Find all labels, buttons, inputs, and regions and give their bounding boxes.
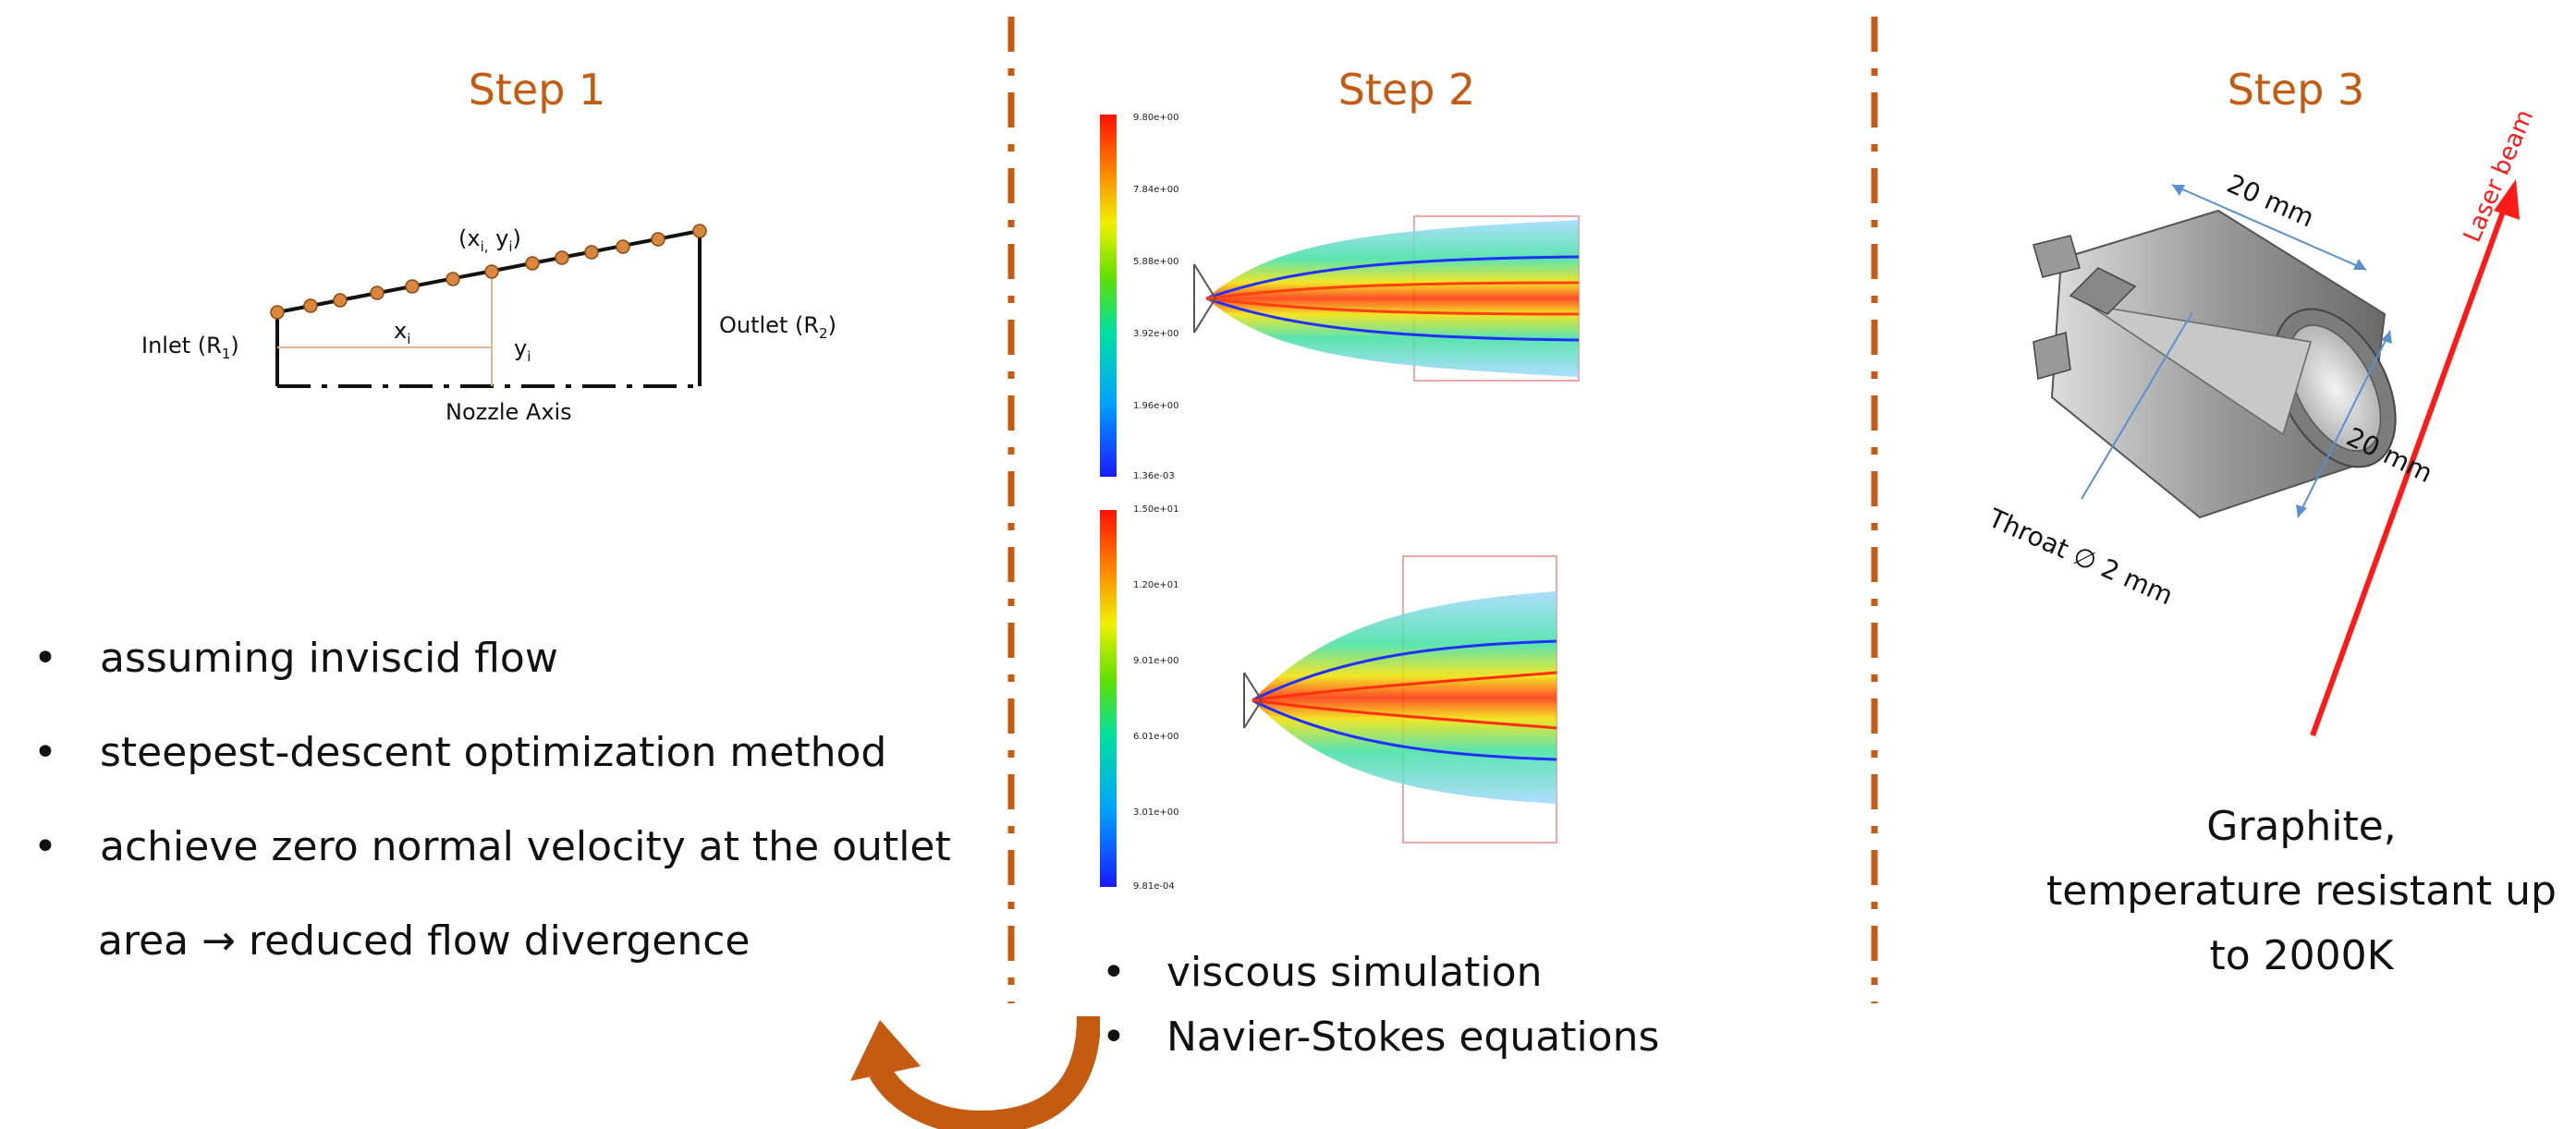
control-point [616, 239, 630, 254]
xi-label: xi [394, 318, 411, 347]
step3-title: Step 3 [2227, 65, 2365, 115]
control-point [303, 298, 318, 313]
step2-bullets: • viscous simulation • Navier-Stokes equat… [1102, 941, 1659, 1070]
colorbar-top [1100, 115, 1117, 477]
divider-right [1871, 17, 1878, 1003]
plume-top [1206, 220, 1579, 377]
laser-beam-arrow-icon [2310, 179, 2520, 737]
material-line: to 2000K [2209, 932, 2394, 979]
control-point [333, 293, 348, 308]
nozzle-axis-label: Nozzle Axis [446, 399, 572, 425]
bullet-item: • viscous simulation [1102, 949, 1543, 996]
iteration-arrow-icon [850, 1015, 1100, 1129]
inlet-label: Inlet (R1) [141, 333, 239, 362]
bullet-item: • achieve zero normal velocity at the out… [33, 823, 951, 870]
bullet-item: • Navier-Stokes equations [1102, 1014, 1660, 1061]
control-point [484, 264, 499, 279]
plume-bottom [1252, 591, 1557, 804]
colorbar-bottom-tick: 9.01e+00 [1133, 656, 1179, 666]
colorbar-top-tick: 9.80e+00 [1133, 113, 1179, 123]
material-line: temperature resistant up [2046, 868, 2557, 915]
control-point [692, 224, 707, 238]
dimension-arrow-top [2171, 184, 2367, 271]
control-point [555, 250, 569, 265]
control-point [270, 305, 285, 320]
step2-title: Step 2 [1337, 65, 1476, 115]
colorbar-bottom-tick: 1.20e+01 [1133, 580, 1179, 590]
step1-title: Step 1 [468, 65, 606, 115]
colorbar-top-tick: 5.88e+00 [1133, 257, 1179, 267]
bullet-item: • assuming inviscid flow [33, 635, 558, 682]
colorbar-bottom-tick: 1.50e+01 [1133, 504, 1179, 515]
yi-label: yi [514, 335, 531, 365]
colorbar-bottom [1100, 510, 1117, 887]
control-point [651, 232, 665, 247]
control-point [584, 245, 599, 260]
throat-pointer [2081, 311, 2193, 500]
nozzle-contour-diagram [270, 224, 707, 388]
simulation-plots [1100, 115, 1580, 887]
colorbar-bottom-tick: 9.81e-04 [1133, 881, 1175, 892]
colorbar-top-tick: 3.92e+00 [1133, 329, 1179, 339]
control-point [525, 256, 540, 271]
colorbar-bottom-tick: 3.01e+00 [1133, 807, 1179, 818]
step1-bullets: • assuming inviscid flow • steepest-descen… [33, 612, 951, 989]
colorbar-top-tick: 7.84e+00 [1133, 185, 1179, 195]
nozzle-3d-render [2033, 184, 2397, 519]
outlet-label: Outlet (R2) [719, 312, 836, 342]
divider-left [1007, 17, 1015, 1003]
bullet-item: • steepest-descent optimization method [33, 729, 887, 776]
dimension-arrow-side [2297, 330, 2391, 518]
bullet-item: area → reduced flow divergence [98, 917, 751, 965]
colorbar-top-tick: 1.96e+00 [1133, 401, 1179, 411]
control-point [370, 285, 385, 300]
colorbar-bottom-tick: 6.01e+00 [1133, 732, 1179, 742]
material-line: Graphite, [2206, 803, 2397, 850]
control-point [446, 272, 460, 286]
colorbar-top-tick: 1.36e-03 [1133, 471, 1175, 481]
material-description: Graphite, temperature resistant up to 20… [2024, 795, 2576, 989]
control-point [405, 279, 420, 294]
point-label: (xi, yi) [458, 225, 521, 255]
